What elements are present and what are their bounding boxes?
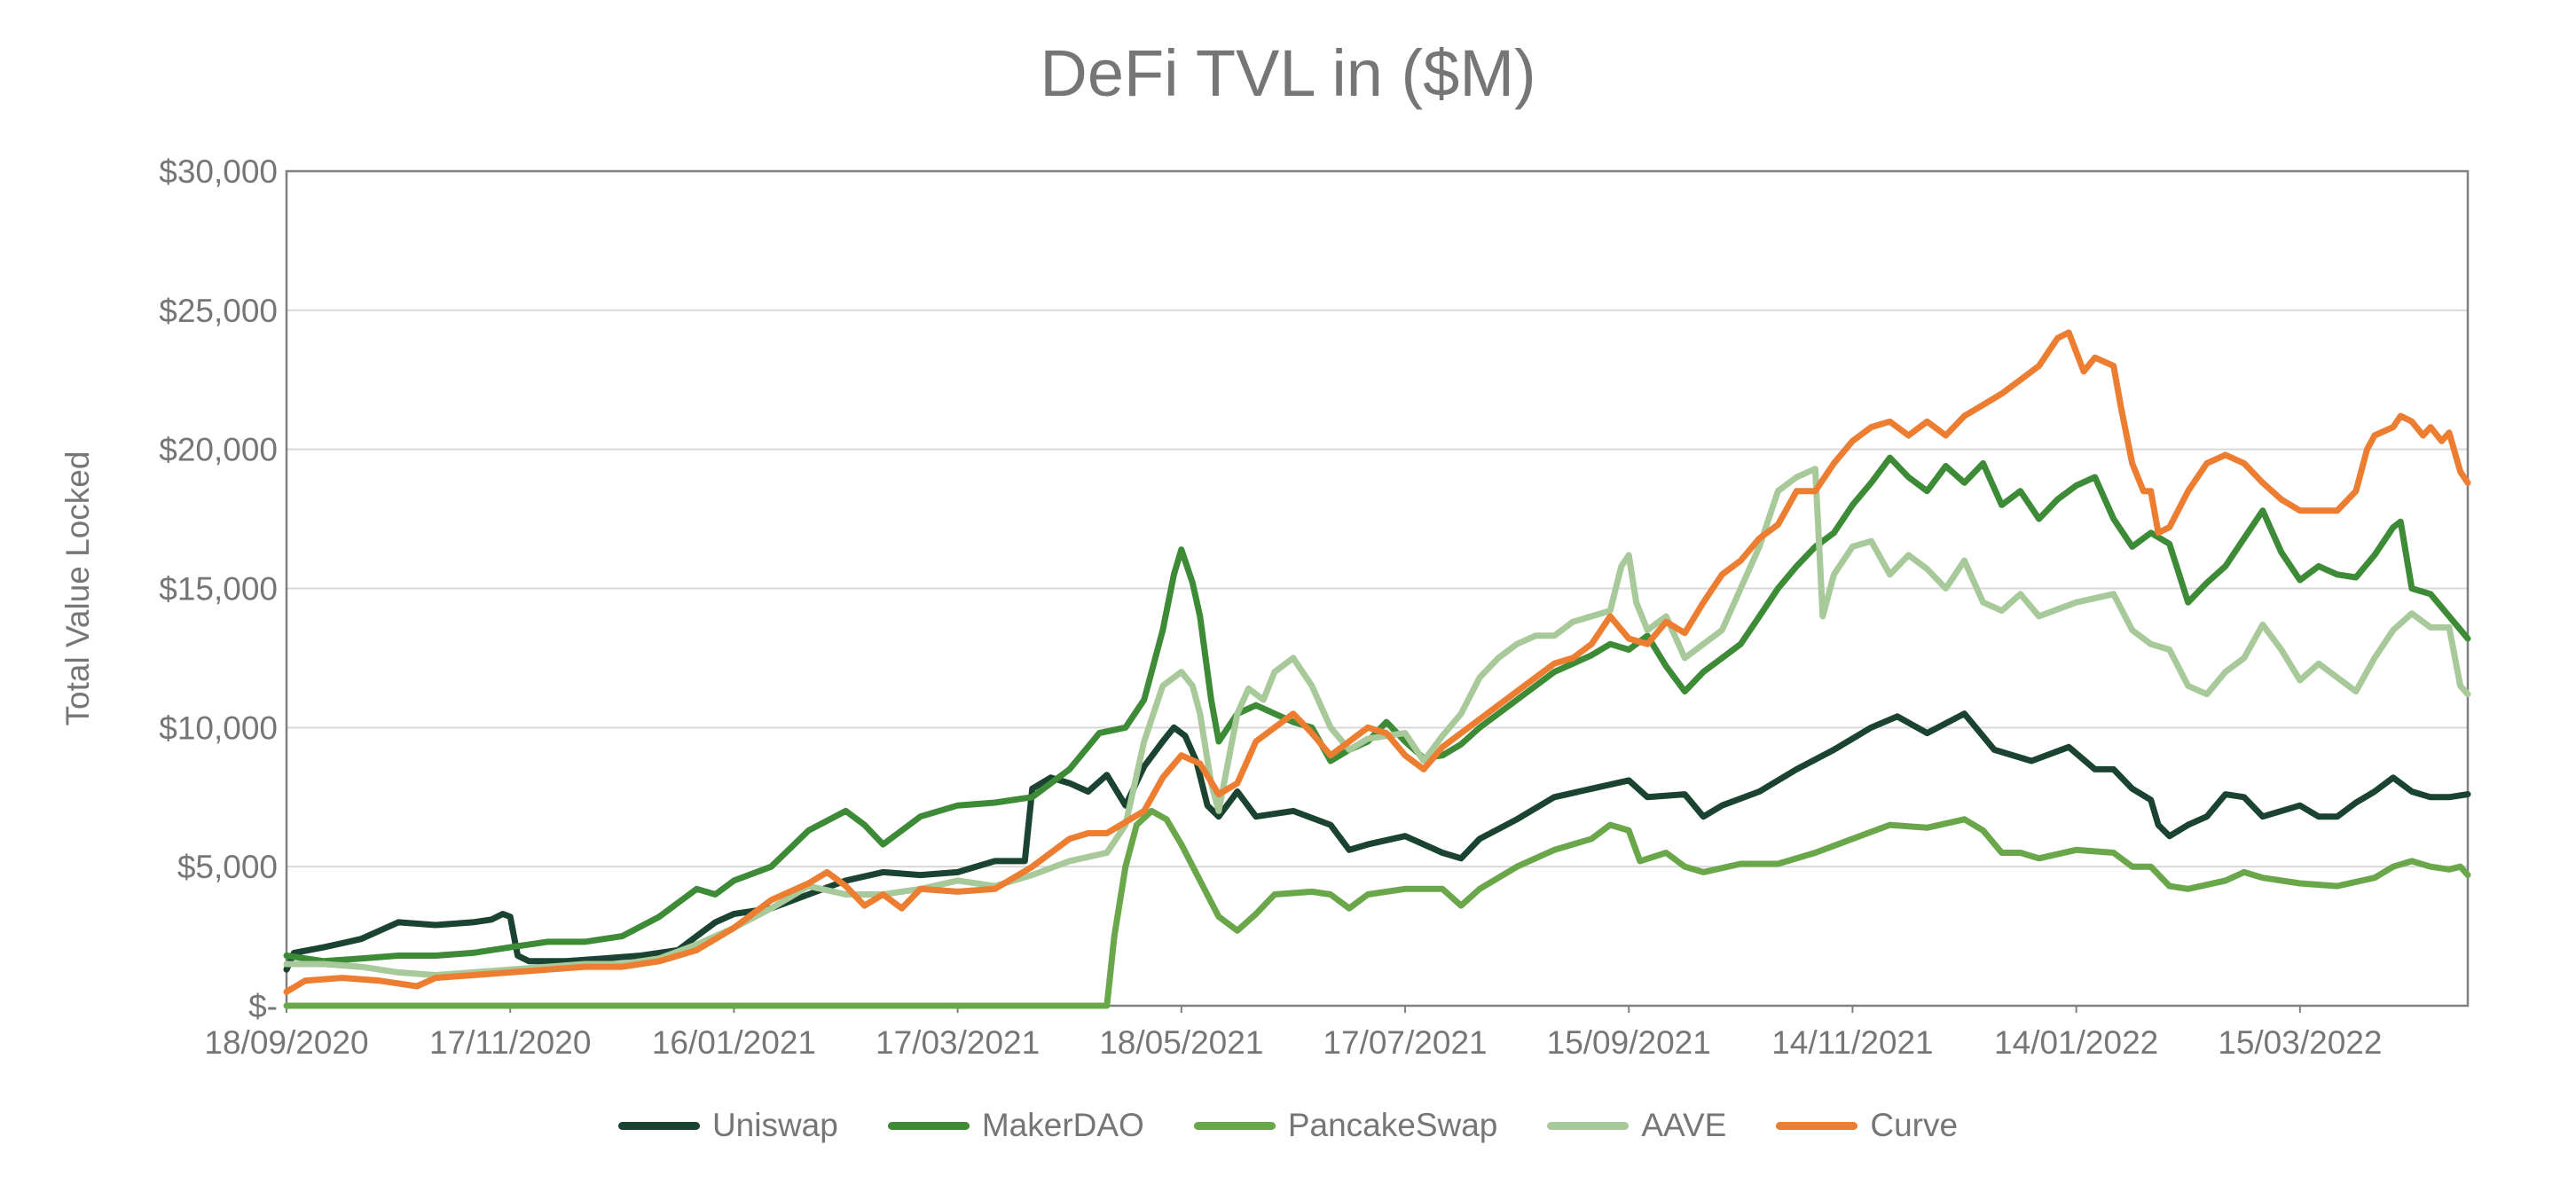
y-tick-label-5: $25,000	[159, 293, 278, 329]
x-tick-label-0: 18/09/2020	[204, 1024, 368, 1061]
legend-label: Curve	[1870, 1107, 1959, 1143]
y-tick-label-1: $5,000	[177, 849, 278, 885]
x-tick-label-3: 17/03/2021	[876, 1024, 1040, 1061]
y-tick-label-2: $10,000	[159, 710, 278, 746]
x-tick-label-1: 17/11/2020	[429, 1024, 591, 1061]
series-line-curve	[283, 329, 2471, 995]
x-tick-label-9: 15/03/2022	[2218, 1024, 2382, 1061]
legend-item-uniswap: Uniswap	[617, 1107, 838, 1144]
y-tick-label-6: $30,000	[159, 153, 278, 190]
legend-swatch-uniswap	[617, 1121, 700, 1130]
y-tick-label-4: $20,000	[159, 432, 278, 468]
legend-item-curve: Curve	[1776, 1107, 1958, 1144]
plot-border	[285, 169, 2470, 1008]
x-tick-label-2: 16/01/2021	[652, 1024, 816, 1061]
legend-item-pancakeswap: PancakeSwap	[1193, 1107, 1498, 1144]
legend-item-aave: AAVE	[1547, 1107, 1726, 1144]
series-line-aave	[283, 466, 2471, 978]
x-tick-label-5: 17/07/2021	[1323, 1024, 1487, 1061]
x-tick-label-4: 18/05/2021	[1099, 1024, 1263, 1061]
y-tick-label-3: $15,000	[159, 571, 278, 608]
x-tick-label-6: 15/09/2021	[1547, 1024, 1711, 1061]
chart-title: DeFi TVL in ($M)	[1040, 36, 1536, 110]
legend-label: MakerDAO	[981, 1107, 1144, 1143]
legend-item-makerdao: MakerDAO	[887, 1107, 1144, 1144]
x-tick-label-8: 14/01/2022	[1994, 1024, 2158, 1061]
series-line-uniswap	[283, 710, 2471, 973]
legend-label: AAVE	[1641, 1107, 1727, 1143]
series-line-makerdao	[283, 454, 2471, 965]
chart-legend: Uniswap MakerDAO PancakeSwap AAVE Curve	[0, 1107, 2576, 1144]
legend-swatch-pancakeswap	[1193, 1121, 1276, 1130]
legend-swatch-aave	[1547, 1121, 1630, 1130]
legend-swatch-curve	[1776, 1121, 1858, 1130]
legend-label: Uniswap	[711, 1107, 838, 1143]
series-line-pancakeswap	[283, 807, 2471, 1009]
legend-swatch-makerdao	[887, 1121, 970, 1130]
y-tick-label-0: $-	[248, 988, 278, 1024]
legend-label: PancakeSwap	[1287, 1107, 1498, 1143]
x-tick-label-7: 14/11/2021	[1771, 1024, 1933, 1061]
y-axis-title: Total Value Locked	[59, 451, 96, 726]
